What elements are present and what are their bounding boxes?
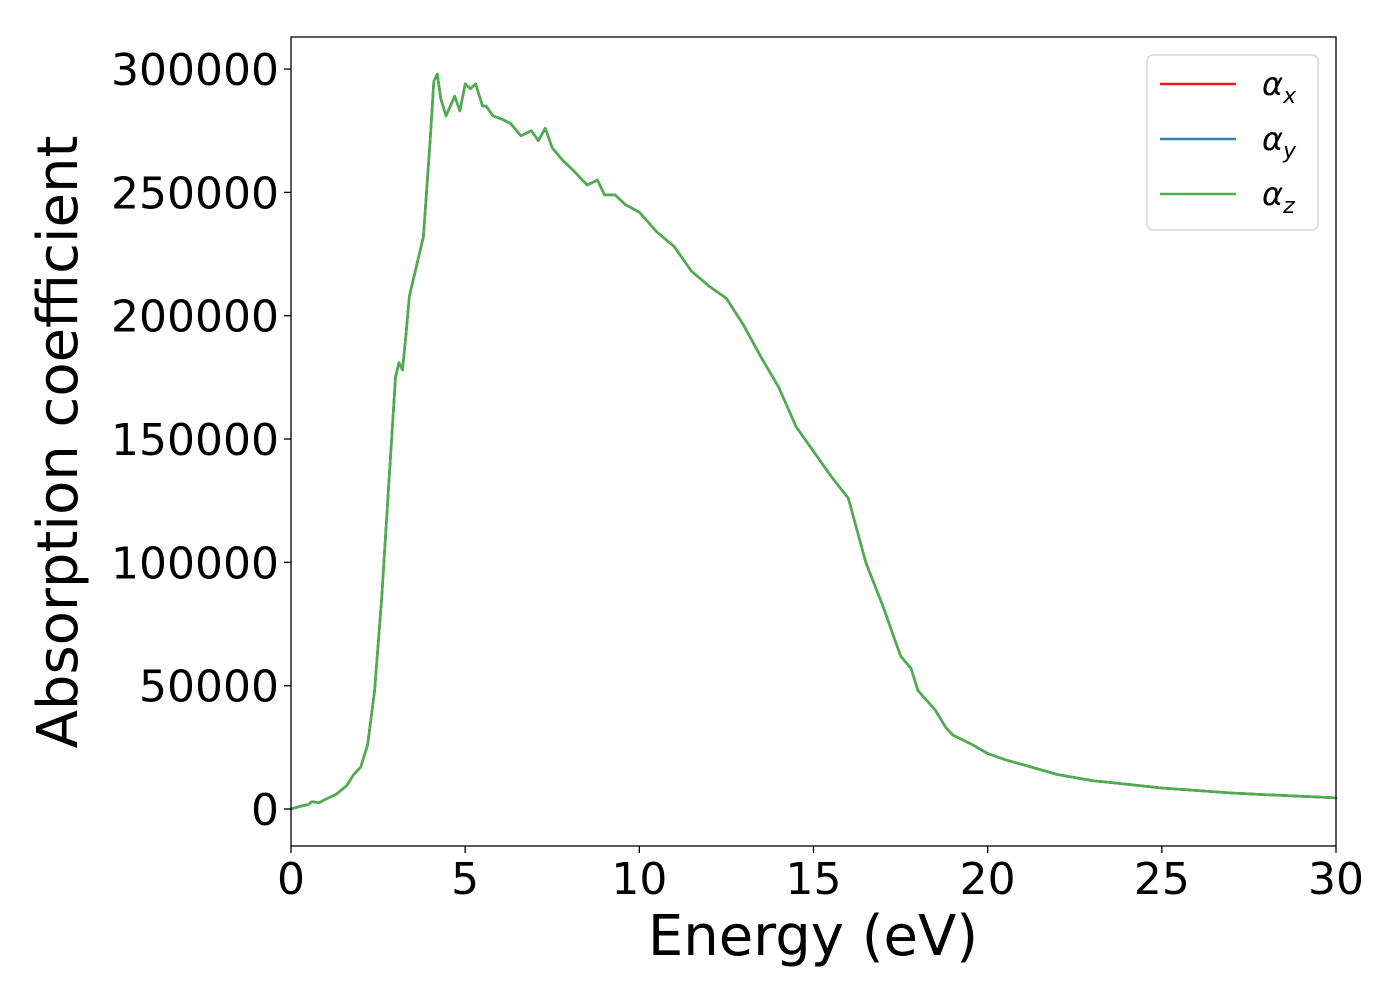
x-tick-label: 15 xyxy=(786,854,842,905)
y-tick-label: 0 xyxy=(251,785,279,836)
legend-box xyxy=(1146,54,1319,231)
legend-subscript: z xyxy=(1282,194,1295,219)
legend-symbol: α xyxy=(1262,120,1283,158)
series-layer xyxy=(289,72,1338,811)
legend-symbol: α xyxy=(1262,65,1283,103)
x-tick-label: 10 xyxy=(611,854,667,905)
y-tick-label: 50000 xyxy=(139,662,279,713)
x-axis-ticks: 0 5 10 15 20 25 30 xyxy=(277,846,1364,905)
x-tick-label: 0 xyxy=(277,854,305,905)
legend-subscript: y xyxy=(1282,139,1297,164)
y-axis-ticks: 0 50000 100000 150000 200000 250000 300000 xyxy=(111,45,291,836)
y-axis-label: Absorption coefficient xyxy=(26,136,91,749)
legend-label-z: αz xyxy=(1262,175,1295,219)
legend-subscript: x xyxy=(1282,84,1297,109)
y-tick-label: 200000 xyxy=(111,292,279,343)
x-tick-label: 25 xyxy=(1134,854,1190,905)
y-tick-label: 150000 xyxy=(111,415,279,466)
legend-label-x: αx xyxy=(1262,65,1297,109)
x-axis-label: Energy (eV) xyxy=(648,904,978,969)
y-tick-label: 300000 xyxy=(111,45,279,96)
x-tick-label: 5 xyxy=(451,854,479,905)
x-tick-label: 30 xyxy=(1308,854,1364,905)
legend-label-y: αy xyxy=(1262,120,1297,164)
y-tick-label: 100000 xyxy=(111,538,279,589)
series-line-z xyxy=(289,72,1338,811)
y-tick-label: 250000 xyxy=(111,168,279,219)
legend-symbol: α xyxy=(1262,175,1283,213)
x-tick-label: 20 xyxy=(960,854,1016,905)
